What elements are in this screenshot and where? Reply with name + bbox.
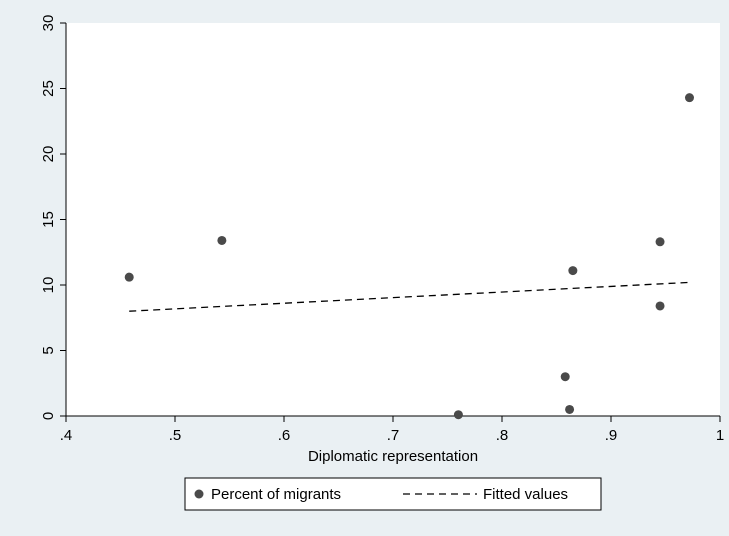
- x-tick-label: .5: [169, 427, 182, 444]
- x-tick-label: .7: [387, 427, 400, 444]
- data-point: [655, 237, 665, 247]
- legend-box: [184, 477, 602, 511]
- y-tick-label: 25: [40, 80, 57, 97]
- x-axis-ticks: .4 .5 .6 .7 .8 .9 1: [60, 416, 724, 444]
- data-point: [565, 404, 575, 414]
- y-tick-label: 20: [40, 146, 57, 163]
- y-axis-ticks: 0 5 10 15 20 25 30: [40, 15, 66, 420]
- x-axis-title: Diplomatic representation: [308, 448, 478, 465]
- y-tick-label: 15: [40, 211, 57, 228]
- y-tick-label: 5: [40, 346, 57, 354]
- data-point: [453, 410, 463, 420]
- y-tick-label: 0: [40, 412, 57, 420]
- x-tick-label: .4: [60, 427, 73, 444]
- legend-label-fitted-values: Fitted values: [483, 486, 568, 503]
- x-tick-label: .6: [278, 427, 291, 444]
- plot-region: [66, 23, 720, 416]
- fitted-values-layer: [129, 281, 690, 312]
- fitted-values-line: [129, 281, 690, 312]
- scatter-points-layer: [124, 93, 694, 420]
- data-point: [655, 301, 665, 311]
- data-point: [560, 372, 570, 382]
- x-tick-label: 1: [716, 427, 724, 444]
- legend-marker-percent-of-migrants: [194, 489, 204, 499]
- legend-label-percent-of-migrants: Percent of migrants: [211, 486, 341, 503]
- legend: Percent of migrants Fitted values: [184, 477, 602, 511]
- data-point: [684, 93, 694, 103]
- y-tick-label: 30: [40, 15, 57, 32]
- x-tick-label: .8: [496, 427, 509, 444]
- data-point: [217, 235, 227, 245]
- data-point: [568, 266, 578, 276]
- y-tick-label: 10: [40, 277, 57, 294]
- x-tick-label: .9: [605, 427, 618, 444]
- data-point: [124, 272, 134, 282]
